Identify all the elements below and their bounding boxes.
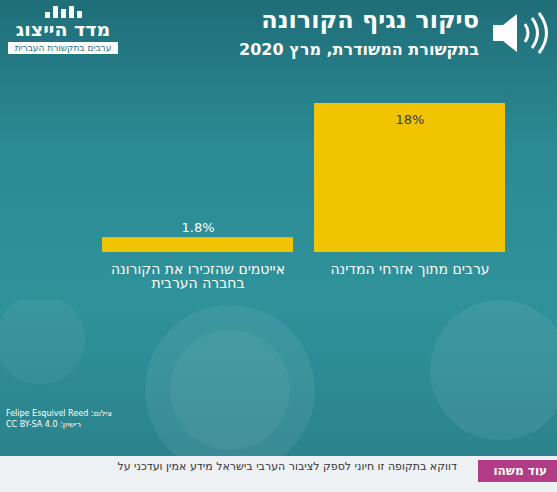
html-text:צילום: Felipe Esquivel Reed: צילום: Felipe Esquivel Reed <box>6 409 112 418</box>
html-text:רישיון: CC BY-SA 4.0: רישיון: CC BY-SA 4.0 <box>6 420 81 429</box>
html-text:עוד משהו: עוד משהו <box>493 464 547 478</box>
html-text:מדד הייצוג: מדד הייצוג <box>15 18 111 40</box>
svg-text:אייטמים שהזכירו את הקורונהבחבר: אייטמים שהזכירו את הקורונהבחברה הערבית <box>111 261 285 291</box>
html-text:סיקור נגיף הקורונה: סיקור נגיף הקורונה <box>261 6 479 34</box>
html-text:בתקשורת המשודרת, מרץ 2020: בתקשורת המשודרת, מרץ 2020 <box>239 40 479 59</box>
svg-text:ערבים מתוך אזרחי המדינה: ערבים מתוך אזרחי המדינה <box>330 261 489 277</box>
svg-text:1.8%: 1.8% <box>181 220 214 235</box>
html-text:ערבים בתקשורת העברית: ערבים בתקשורת העברית <box>14 43 112 53</box>
svg-text:18%: 18% <box>396 112 425 127</box>
html-text:דווקא בתקופה זו חיוני לספק לצי: דווקא בתקופה זו חיוני לספק לציבור הערבי … <box>117 460 457 473</box>
